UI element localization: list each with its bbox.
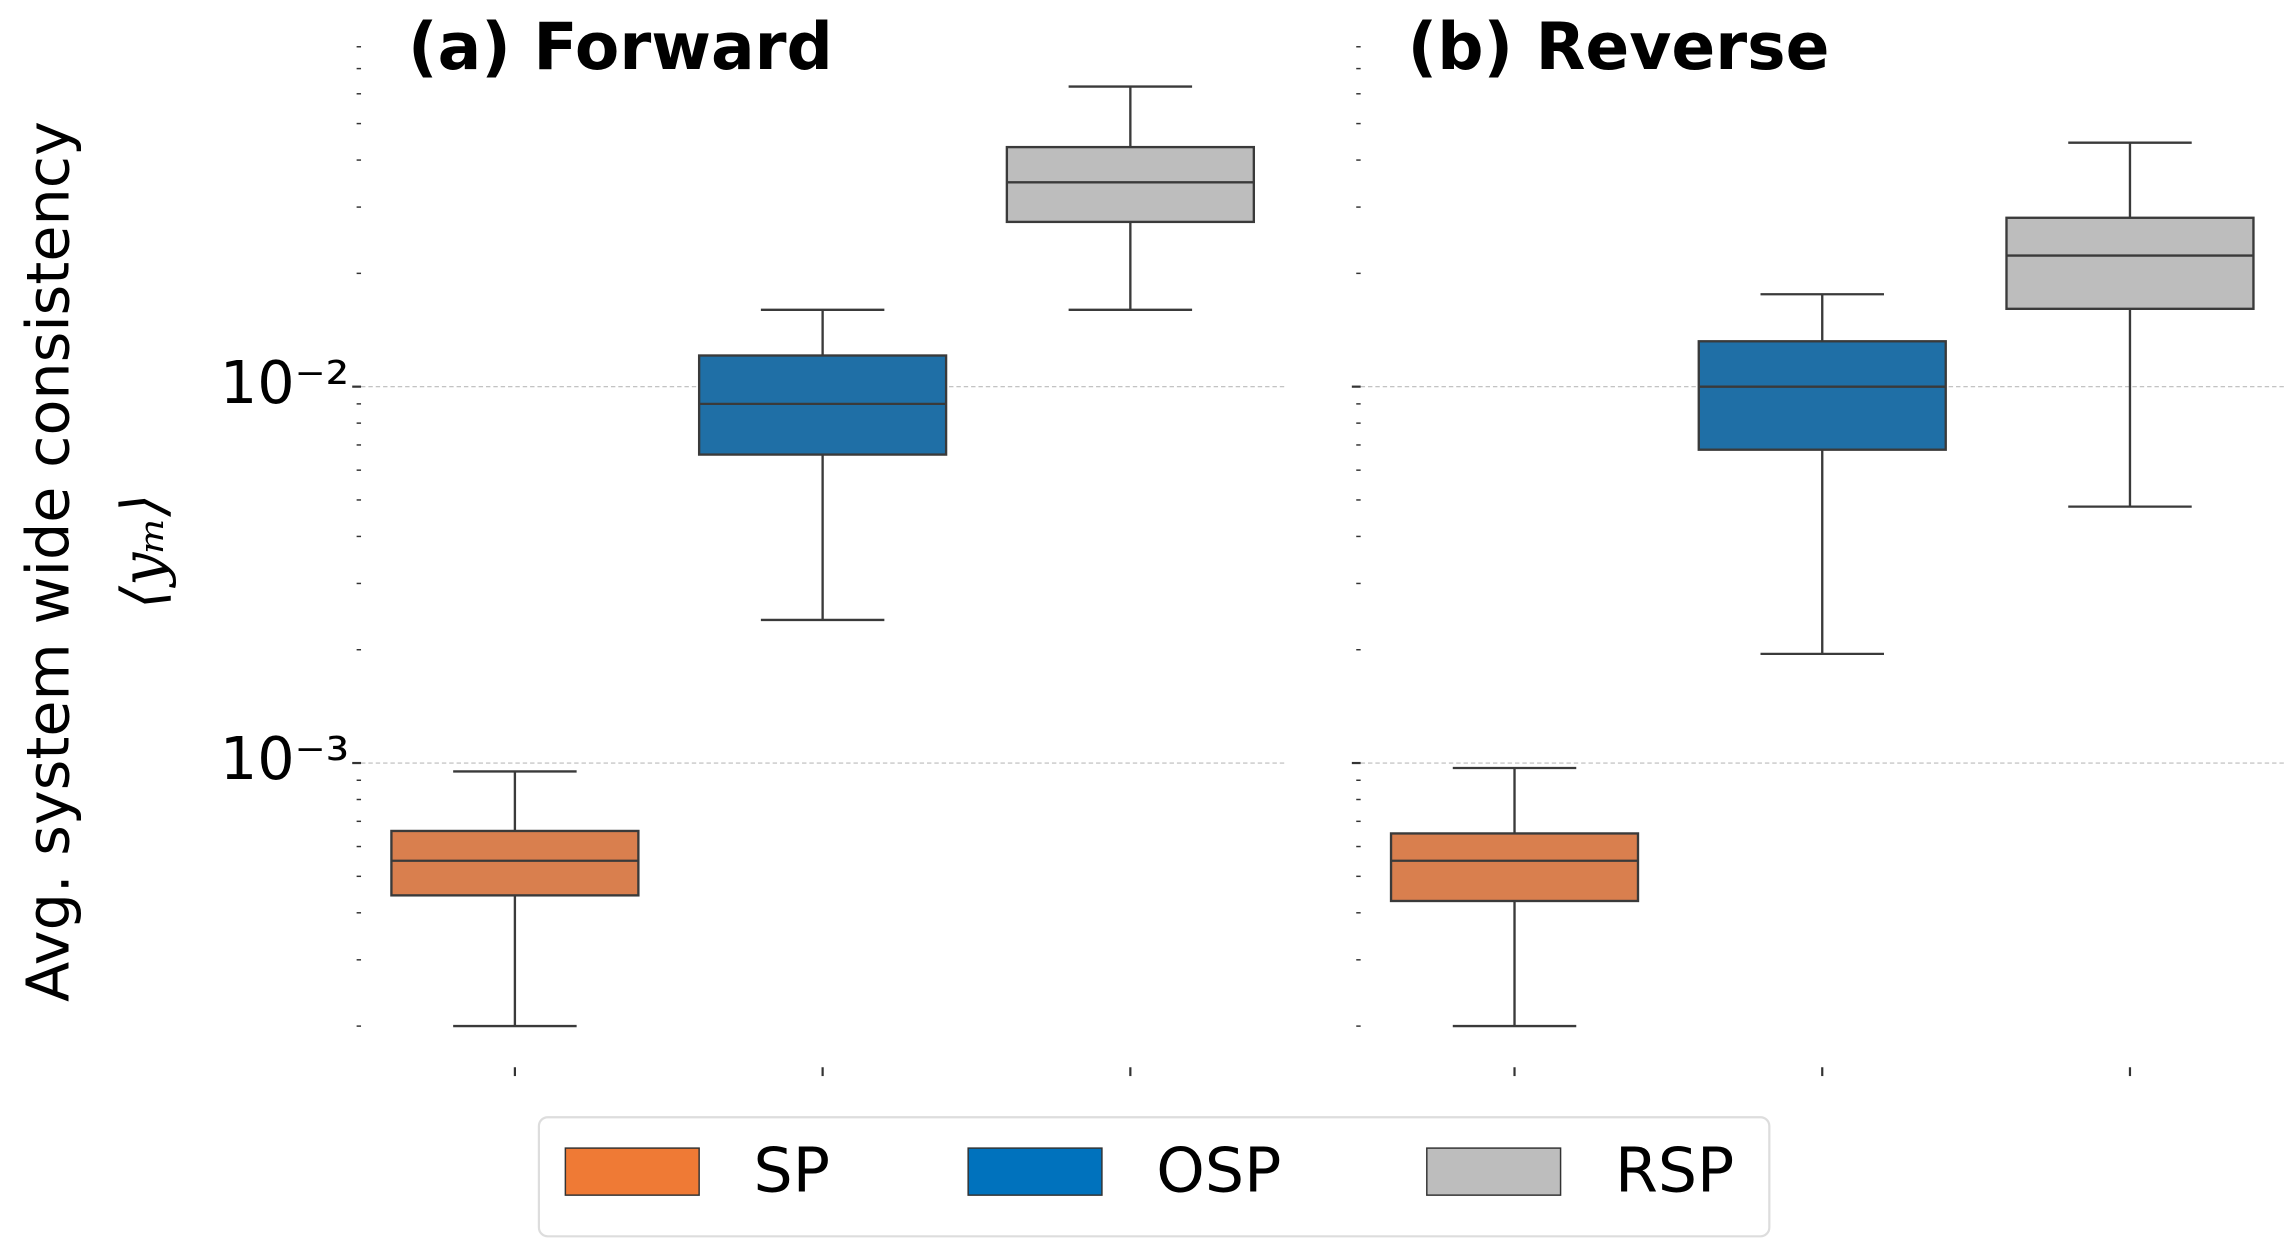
legend-swatch <box>564 1147 700 1196</box>
y-tick-label: 10⁻³ <box>220 724 349 793</box>
y-axis-label: Avg. system wide consistency <box>13 121 82 1002</box>
y-axis-label: ⟨yₘ⟩ <box>108 494 177 609</box>
y-tick-label: 10⁻² <box>220 348 349 417</box>
box <box>1005 145 1256 224</box>
panel-title: (b) Reverse <box>1408 10 1830 85</box>
legend-swatch <box>1426 1147 1562 1196</box>
box <box>2005 216 2255 310</box>
box <box>390 829 640 897</box>
panel-title: (a) Forward <box>408 10 833 85</box>
legend-label: OSP <box>1156 1135 1281 1207</box>
legend-box <box>537 1116 1771 1238</box>
box <box>1389 832 1640 903</box>
legend-swatch <box>967 1147 1103 1196</box>
legend-label: SP <box>754 1135 830 1207</box>
box <box>1697 340 1947 451</box>
legend-label: RSP <box>1615 1135 1734 1207</box>
